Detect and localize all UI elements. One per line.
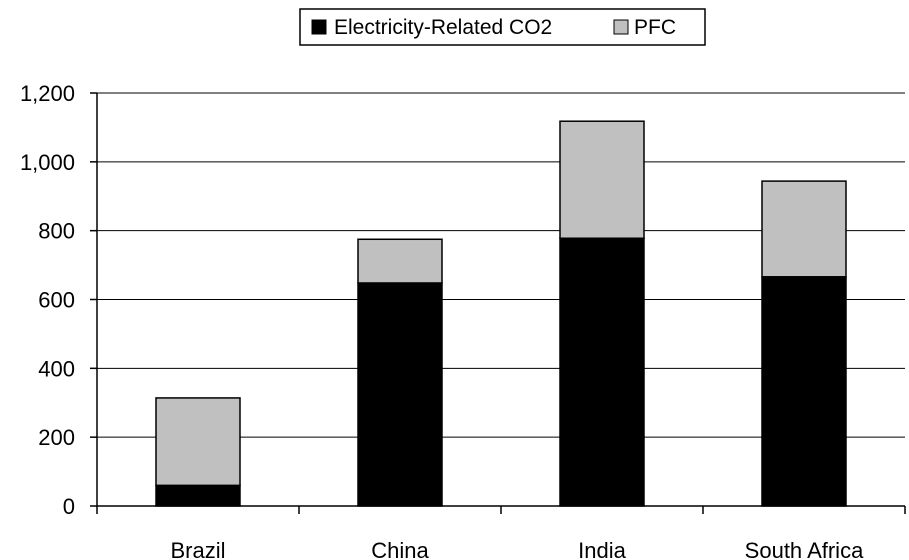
category-labels: Brazil China India South Africa: [170, 538, 864, 560]
y-tick-label: 0: [63, 494, 75, 519]
legend-swatch-electricity-co2: [311, 19, 327, 35]
x-category-label: India: [578, 538, 626, 560]
legend-label-electricity-co2: Electricity-Related CO2: [334, 16, 552, 39]
legend-label-pfc: PFC: [634, 16, 676, 39]
y-tick-label: 800: [38, 219, 75, 244]
bar-segment-electricity-co2: [761, 276, 847, 507]
bar-segment-pfc: [761, 180, 847, 278]
y-tick-label: 1,000: [20, 150, 75, 175]
y-tick-labels: 0 200 400 600 800 1,000 1,200: [20, 81, 75, 519]
x-category-label: Brazil: [170, 538, 225, 560]
bar-segment-pfc: [155, 397, 241, 487]
legend: Electricity-Related CO2 PFC: [299, 8, 706, 46]
y-tick-label: 1,200: [20, 81, 75, 106]
x-category-label: South Africa: [745, 538, 864, 560]
bar-segment-electricity-co2: [155, 484, 241, 507]
legend-frame: [299, 8, 706, 46]
axes: [90, 92, 906, 514]
x-category-label: China: [371, 538, 429, 560]
bar-segment-electricity-co2: [357, 282, 443, 507]
y-tick-label: 600: [38, 288, 75, 313]
bar-segment-pfc: [559, 120, 645, 239]
bar-segment-pfc: [357, 238, 443, 284]
bars: [155, 120, 847, 507]
legend-swatch-pfc: [613, 19, 629, 35]
y-tick-label: 200: [38, 425, 75, 450]
y-tick-label: 400: [38, 356, 75, 381]
bar-segment-electricity-co2: [559, 237, 645, 507]
